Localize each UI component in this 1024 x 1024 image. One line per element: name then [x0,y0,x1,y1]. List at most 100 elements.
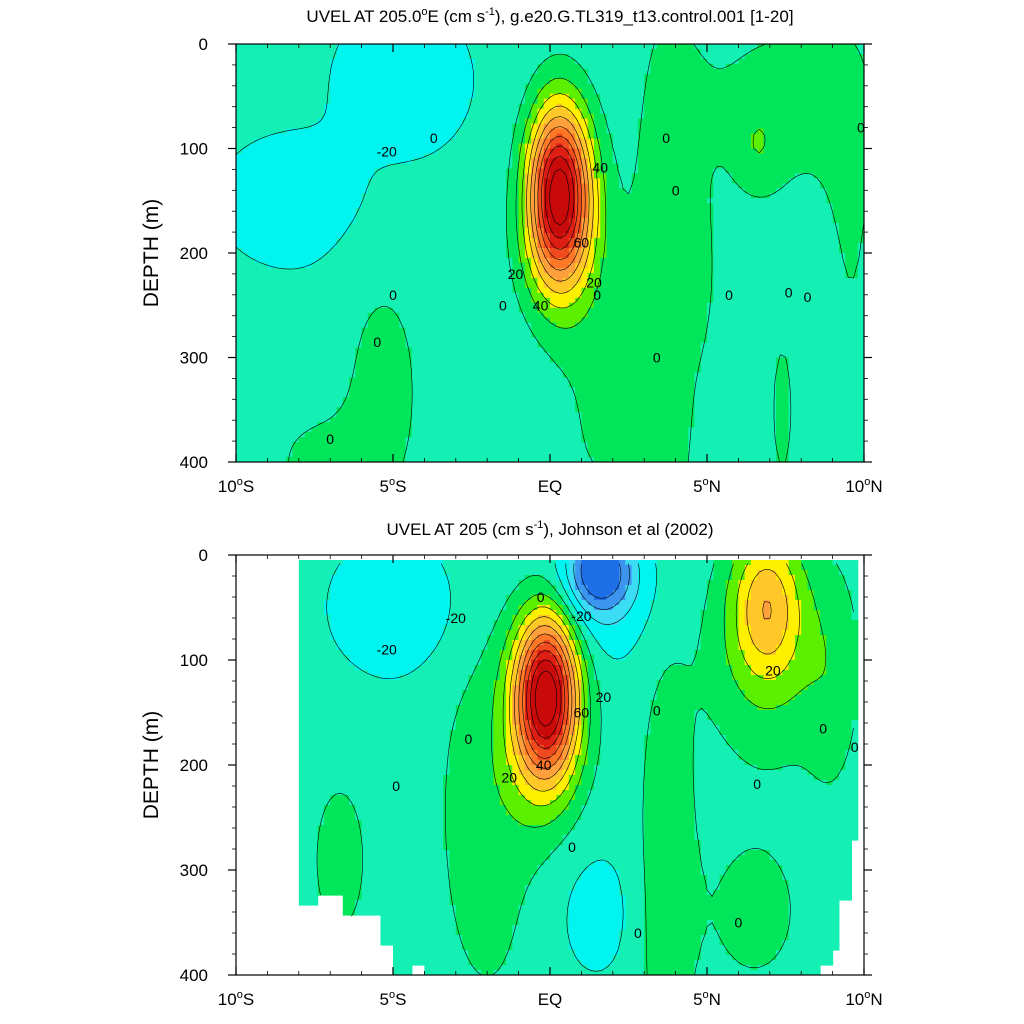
contour-cell [424,44,432,155]
contour-cell [562,377,570,462]
contour-cell [524,650,532,666]
contour-cell [776,580,783,646]
contour-cell [550,645,557,656]
y-tick-label: 400 [180,453,208,472]
contour-cell [524,575,532,601]
contour-cell [330,417,338,462]
contour-cell [575,785,582,821]
contour-cell [575,600,582,616]
contour-cell [279,267,287,462]
contour-cell [562,267,570,279]
contour-cell [399,163,407,329]
contour-cell [436,148,444,462]
contour-cell [537,228,545,249]
contour-cell [587,44,595,85]
contour-cell [750,48,758,135]
contour-cell [236,44,243,155]
contour-line-90 [549,168,570,226]
contour-cell [556,118,564,130]
contour-cell [581,585,589,601]
contour-cell [568,327,576,388]
x-tick-label: EQ [538,477,563,496]
contour-cell [782,44,790,184]
contour-label: 0 [568,839,576,855]
contour-cell [518,640,526,656]
contour-cell [593,44,601,95]
contour-cell [380,560,388,681]
contour-cell [707,895,714,921]
y-axis-label-model: DEPTH (m) [140,199,163,308]
contour-cell [581,610,589,626]
contour-cell [663,670,670,975]
contour-cell [242,148,250,254]
contour-cell [612,590,620,606]
contour-cell [518,775,526,796]
contour-line-10 [491,563,827,828]
contour-cell [788,700,796,766]
contour-cell [543,635,551,641]
contour-cell [323,805,331,896]
contour-line-80 [530,659,562,739]
contour-cell [700,560,708,611]
contour-cell [562,257,570,269]
contour-cell [512,660,520,686]
contour-cell [543,233,551,249]
contour-cell [750,705,758,766]
contour-cell [644,44,652,75]
x-tick-label: 5oS [380,476,407,496]
contour-cell [587,655,595,791]
contour-cell [813,680,821,781]
contour-cell [568,387,576,462]
contour-cell [562,292,570,309]
contour-cell [732,560,739,681]
contour-cell [700,935,708,975]
contour-cell [411,560,419,671]
contour-cell [732,750,739,861]
contour-cell [537,88,545,110]
contour-cell [600,257,608,462]
contour-cell [782,765,790,881]
contour-cell [757,710,765,771]
contour-cell [801,570,809,691]
contour-cell [537,660,545,736]
contour-cell [317,257,325,423]
contour-cell [575,640,582,656]
contour-cell [600,44,608,115]
contour-cell [531,790,539,806]
contour-cell [838,770,846,901]
contour-cell [593,620,601,641]
contour-cell [443,143,451,462]
contour-cell [782,670,790,706]
contour-cell [813,178,821,462]
contour-cell [349,665,356,806]
contour-cell [518,44,526,105]
contour-cell [550,850,557,975]
contour-cell [537,277,545,294]
y-tick-label: 100 [180,651,208,670]
contour-cell [750,44,758,50]
contour-cell [493,44,501,462]
contour-cell [261,138,268,264]
contour-cell [738,650,746,691]
contour-cell [298,128,306,269]
contour-cell [845,560,853,591]
contour-cell [374,168,382,309]
contour-cell [851,620,859,721]
contour-cell [738,58,746,189]
contour-cell [537,605,545,616]
contour-cell [575,108,582,125]
contour-cell [305,267,312,433]
contour-cell [355,560,363,671]
contour-cell [606,560,614,596]
contour-cell [769,680,777,711]
contour-cell [537,292,545,314]
contour-label: 40 [536,757,552,773]
contour-cell [286,267,294,458]
contour-cell [556,715,564,736]
contour-cell [738,965,746,975]
contour-cell [707,302,714,462]
contour-cell [575,88,582,110]
contour-cell [543,790,551,806]
contour-cell [700,44,708,60]
contour-cell [725,63,733,174]
